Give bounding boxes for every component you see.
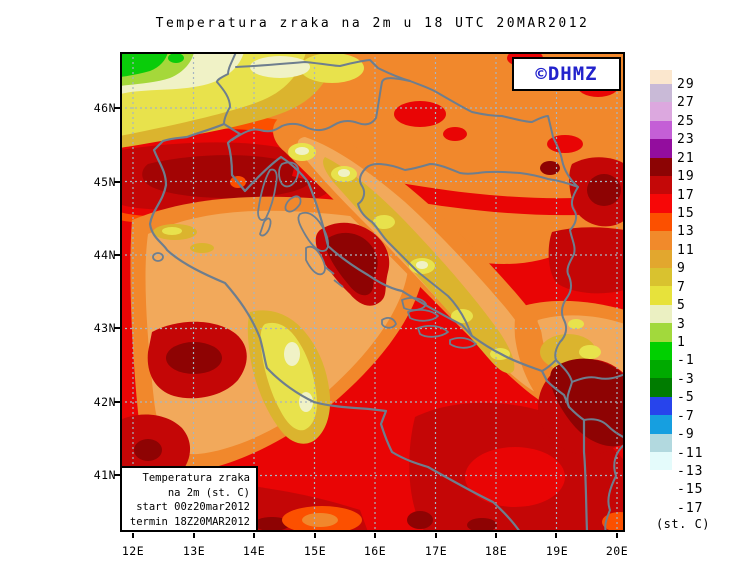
map-canvas	[120, 52, 625, 532]
colorbar-swatch	[650, 378, 672, 397]
lat-tick	[114, 474, 120, 476]
colorbar-swatch	[650, 249, 672, 268]
lon-tick	[132, 533, 134, 538]
colorbar-swatch	[650, 120, 672, 140]
lon-tick	[193, 533, 195, 538]
colorbar-label: 19	[677, 169, 695, 184]
lon-label-18e: 18E	[484, 544, 508, 558]
colorbar-swatch	[650, 194, 672, 213]
colorbar-swatch	[650, 488, 672, 508]
colorbar-label: -15	[677, 482, 704, 497]
islands	[152, 161, 477, 349]
dhmz-logo-text: ©DHMZ	[535, 63, 598, 85]
colorbar-label: 15	[677, 206, 695, 221]
lon-tick	[435, 533, 437, 538]
coastlines	[148, 122, 589, 532]
colorbar-label: -11	[677, 446, 704, 461]
colorbar-label: 11	[677, 243, 695, 258]
colorbar-label: 23	[677, 132, 695, 147]
lat-label-42n: 42N	[93, 395, 116, 409]
colorbar-swatch	[650, 176, 672, 195]
colorbar-label: -3	[677, 372, 695, 387]
lon-label-16e: 16E	[363, 544, 387, 558]
lon-label-15e: 15E	[303, 544, 327, 558]
colorbar-swatch	[650, 286, 672, 305]
temperature-fills	[120, 52, 625, 532]
lon-tick	[616, 533, 618, 538]
lat-label-46n: 46N	[93, 101, 116, 115]
colorbar-label: -17	[677, 501, 704, 516]
colorbar-unit-label: (st. C)	[655, 517, 711, 531]
colorbar-label: 25	[677, 114, 695, 129]
colorbar-label: 21	[677, 151, 695, 166]
lon-label-13e: 13E	[182, 544, 206, 558]
temperature-map	[120, 52, 625, 532]
colorbar-label: -7	[677, 409, 695, 424]
colorbar-swatch	[650, 323, 672, 342]
colorbar-label: 17	[677, 188, 695, 203]
colorbar-label: 3	[677, 317, 686, 332]
colorbar-swatch	[650, 304, 672, 324]
colorbar-label: 1	[677, 335, 686, 350]
colorbar-swatch	[650, 341, 672, 360]
lon-tick	[555, 533, 557, 538]
colorbar-swatch	[650, 102, 672, 121]
colorbar-swatch	[650, 157, 672, 176]
graticule-gridlines	[120, 52, 625, 532]
lon-tick	[314, 533, 316, 538]
country-borders	[216, 52, 625, 532]
lat-tick	[114, 401, 120, 403]
colorbar-label: 27	[677, 95, 695, 110]
lat-label-45n: 45N	[93, 175, 116, 189]
colorbar-swatch	[650, 70, 672, 84]
legend-info-box: Temperatura zraka na 2m (st. C) start 00…	[120, 466, 258, 532]
colorbar-swatch	[650, 452, 672, 471]
colorbar-label: -5	[677, 390, 695, 405]
colorbar-label: -13	[677, 464, 704, 479]
lat-label-43n: 43N	[93, 321, 116, 335]
lat-tick	[114, 107, 120, 109]
lon-tick	[374, 533, 376, 538]
colorbar-label: 29	[677, 77, 695, 92]
info-line-3: start 00z20mar2012	[136, 501, 250, 513]
colorbar-swatch	[650, 360, 672, 379]
lat-tick	[114, 327, 120, 329]
map-frame-border	[120, 52, 625, 532]
lon-label-14e: 14E	[242, 544, 266, 558]
colorbar-swatch	[650, 84, 672, 103]
lon-tick	[253, 533, 255, 538]
lat-tick	[114, 254, 120, 256]
lat-label-41n: 41N	[93, 468, 116, 482]
dhmz-logo-box: ©DHMZ	[512, 57, 621, 91]
colorbar-label: 7	[677, 280, 686, 295]
lon-label-19e: 19E	[545, 544, 569, 558]
lon-label-12e: 12E	[121, 544, 145, 558]
colorbar-swatch	[650, 212, 672, 232]
colorbar-swatch	[650, 470, 672, 489]
lat-label-44n: 44N	[93, 248, 116, 262]
colorbar-swatch	[650, 396, 672, 416]
info-line-4: termin 18Z20MAR2012	[129, 515, 250, 528]
colorbar-label: 13	[677, 224, 695, 239]
colorbar-swatch	[650, 231, 672, 250]
colorbar-label: -1	[677, 353, 695, 368]
lat-tick	[114, 181, 120, 183]
info-line-2: na 2m (st. C)	[167, 486, 250, 499]
colorbar-swatch	[650, 139, 672, 158]
colorbar-label: 5	[677, 298, 686, 313]
lon-tick	[495, 533, 497, 538]
colorbar-label: 9	[677, 261, 686, 276]
info-line-1: Temperatura zraka	[142, 472, 250, 484]
lon-label-20e: 20E	[605, 544, 629, 558]
colorbar-swatch	[650, 268, 672, 287]
lon-label-17e: 17E	[424, 544, 448, 558]
page-title: Temperatura zraka na 2m u 18 UTC 20MAR20…	[155, 16, 590, 31]
colorbar-swatch	[650, 433, 672, 452]
colorbar-swatch	[650, 415, 672, 434]
colorbar-label: -9	[677, 427, 695, 442]
